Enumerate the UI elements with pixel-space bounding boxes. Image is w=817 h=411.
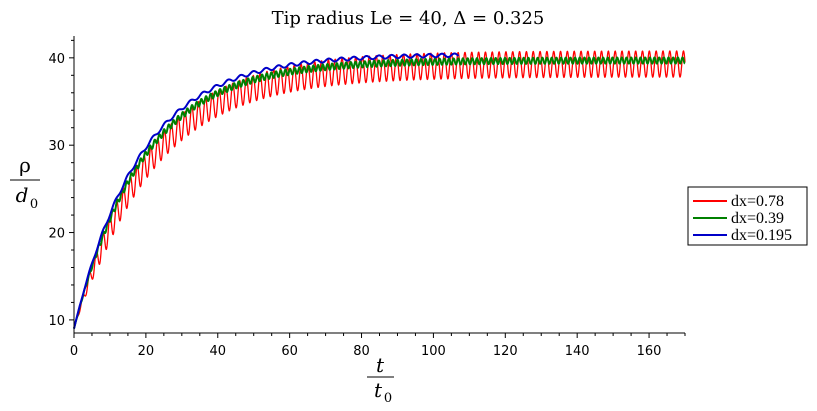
- series-layer: [73, 50, 686, 329]
- y-tick-label: 40: [48, 52, 65, 67]
- x-axis-label-denominator: t: [374, 378, 383, 402]
- x-tick-label: 20: [138, 344, 155, 359]
- y-tick-label: 20: [48, 227, 65, 242]
- legend-label-1: dx=0.78: [731, 193, 784, 210]
- y-ticks: 10 20 30 40: [48, 39, 74, 329]
- legend-label-2: dx=0.39: [731, 210, 784, 227]
- x-tick-label: 140: [565, 344, 590, 359]
- y-axis-label-denominator-sub: 0: [30, 197, 38, 212]
- chart-title: Tip radius Le = 40, Δ = 0.325: [272, 8, 545, 29]
- x-tick-label: 100: [421, 344, 446, 359]
- x-tick-label: 0: [70, 344, 78, 359]
- plot-area: 0 20 40 60 80 100 120 140 160 10 20 30 40: [48, 36, 686, 359]
- series-line-2: [73, 56, 686, 329]
- series-line-3: [73, 52, 460, 329]
- x-axis-label-numerator: t: [376, 353, 385, 377]
- x-tick-label: 120: [493, 344, 518, 359]
- series-line-1: [73, 50, 686, 329]
- y-tick-label: 10: [48, 314, 65, 329]
- y-axis-label-denominator: d: [16, 183, 29, 207]
- y-tick-label: 30: [48, 139, 65, 154]
- y-axis-label: ρ d 0: [10, 153, 40, 212]
- x-tick-label: 60: [281, 344, 298, 359]
- x-axis-label-denominator-sub: 0: [384, 391, 392, 406]
- y-axis-label-numerator: ρ: [19, 153, 31, 177]
- x-tick-label: 40: [209, 344, 226, 359]
- x-axis-label: t t 0: [367, 353, 394, 406]
- x-tick-label: 80: [353, 344, 370, 359]
- legend-label-3: dx=0.195: [731, 227, 792, 244]
- x-tick-label: 160: [637, 344, 662, 359]
- x-ticks: 0 20 40 60 80 100 120 140 160: [70, 333, 686, 359]
